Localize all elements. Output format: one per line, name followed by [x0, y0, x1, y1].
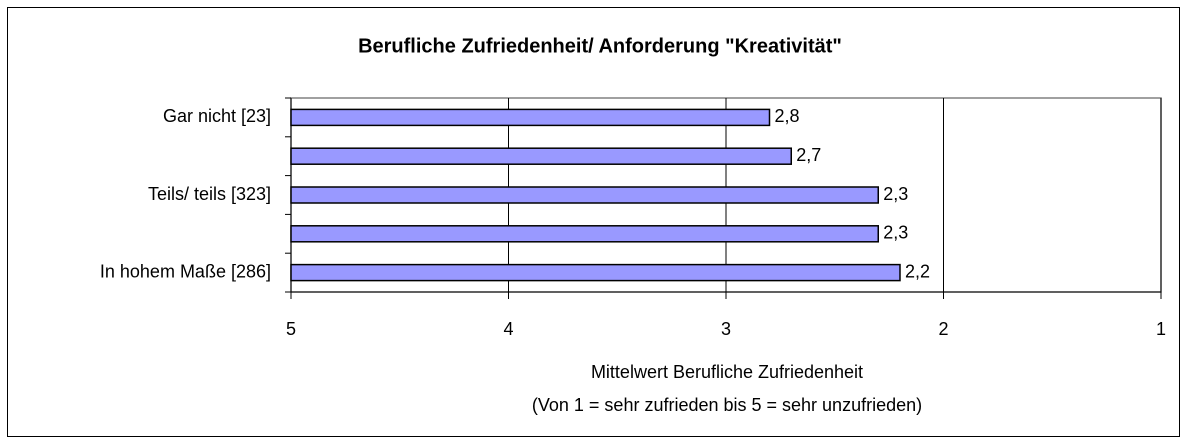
bar	[290, 186, 879, 204]
bar	[290, 147, 792, 165]
data-label: 2,8	[775, 106, 800, 126]
data-label: 2,3	[883, 223, 908, 243]
x-tick-label: 4	[503, 319, 513, 339]
bar	[290, 225, 879, 243]
x-tick-label: 2	[938, 319, 948, 339]
data-label: 2,2	[905, 261, 930, 281]
y-tick-label: In hohem Maße [286]	[100, 261, 271, 281]
chart-title: Berufliche Zufriedenheit/ Anforderung "K…	[358, 35, 842, 57]
x-axis-label: Mittelwert Berufliche Zufriedenheit	[591, 362, 863, 382]
bar	[290, 263, 901, 282]
data-label: 2,3	[883, 184, 908, 204]
chart-frame	[7, 7, 1180, 437]
bar	[290, 108, 771, 127]
x-axis-label: (Von 1 = sehr zufrieden bis 5 = sehr unz…	[532, 395, 922, 415]
y-tick-label: Teils/ teils [323]	[148, 184, 271, 204]
x-tick-label: 5	[286, 319, 296, 339]
x-tick-label: 3	[721, 319, 731, 339]
x-tick-label: 1	[1156, 319, 1166, 339]
data-label: 2,7	[796, 145, 821, 165]
y-tick-label: Gar nicht [23]	[163, 106, 271, 126]
